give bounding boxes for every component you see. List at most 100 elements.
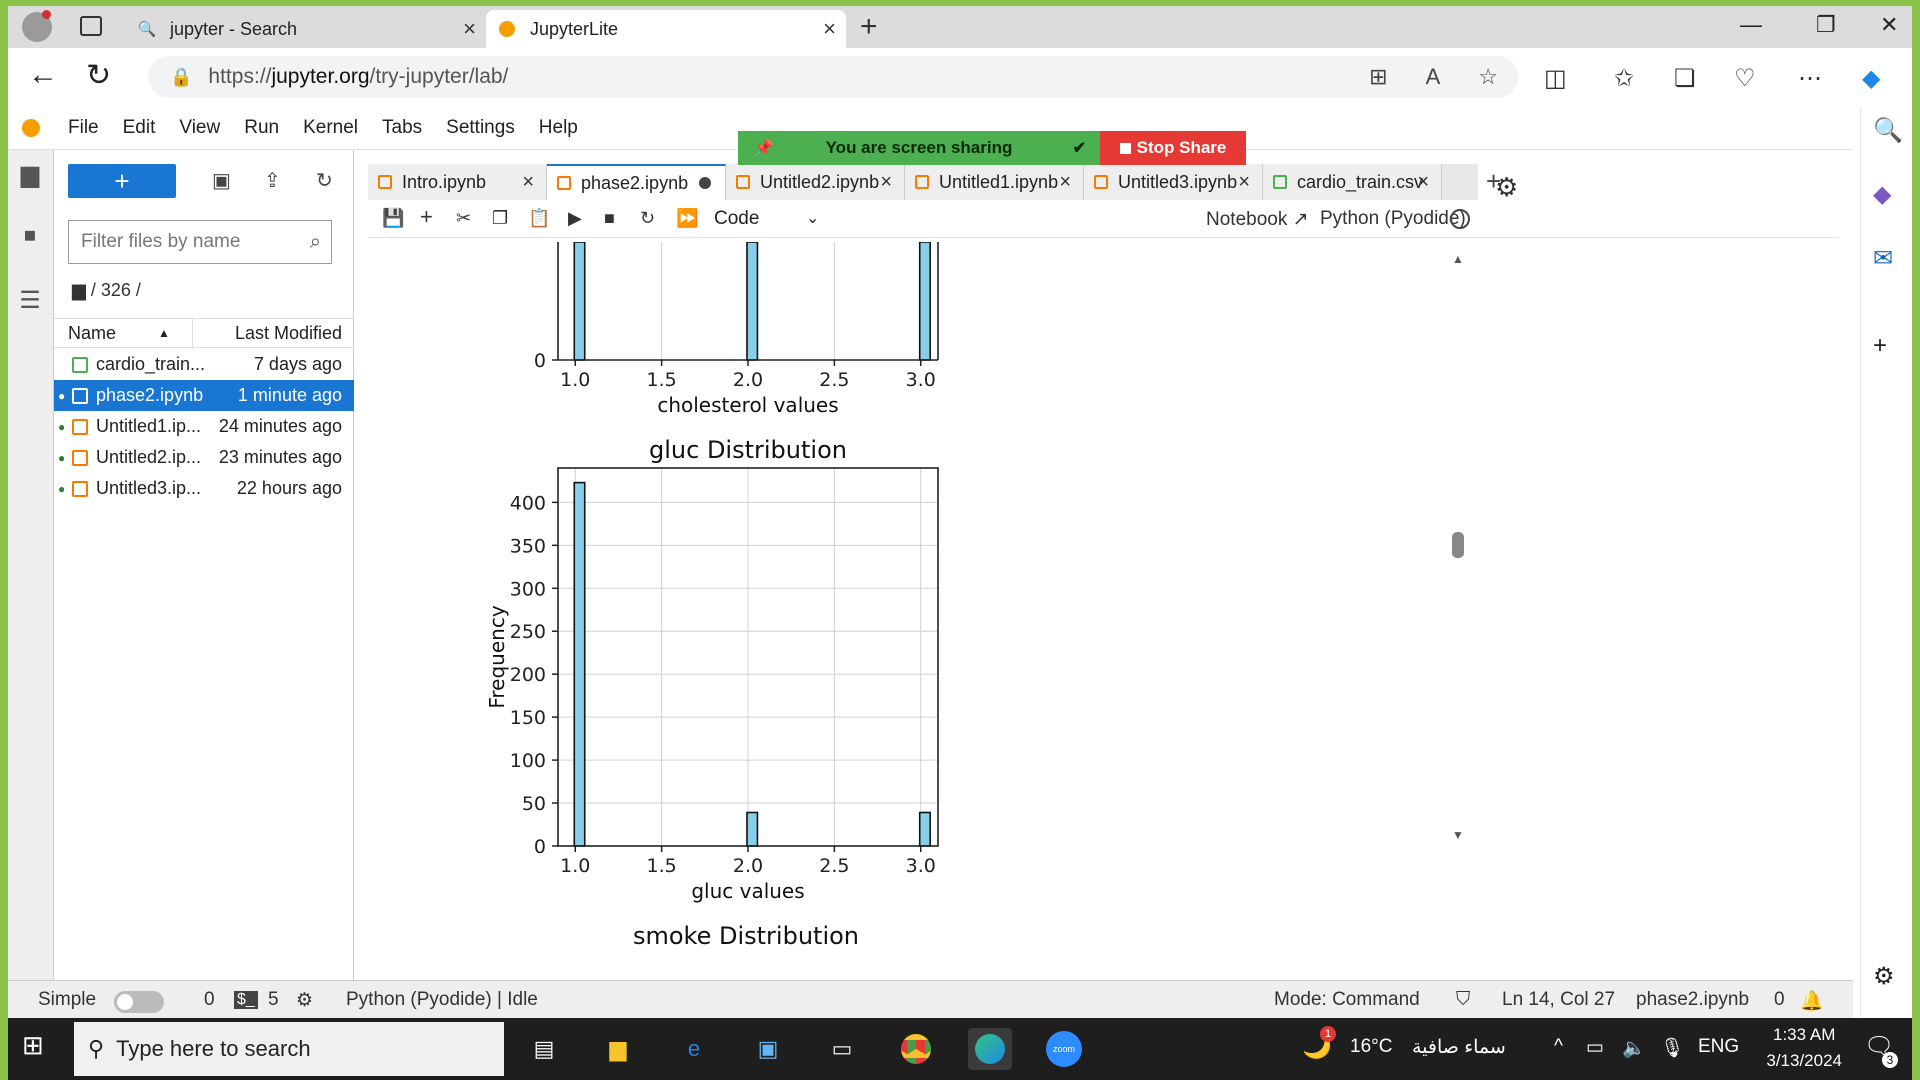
doc-tab[interactable]: Intro.ipynb × (368, 164, 547, 200)
doc-tab[interactable]: Untitled1.ipynb × (905, 164, 1084, 200)
close-icon[interactable]: × (522, 170, 534, 193)
close-icon[interactable]: × (880, 170, 892, 193)
outlook-icon[interactable]: ✉ (1873, 245, 1894, 272)
doc-tab[interactable]: cardio_train.csv × (1263, 164, 1442, 200)
menu-run[interactable]: Run (244, 116, 280, 138)
language-indicator[interactable]: ENG (1698, 1036, 1740, 1057)
favorite-star-icon[interactable]: ☆ (1478, 64, 1498, 89)
browser-essentials-icon[interactable]: ♡ (1734, 65, 1756, 92)
breadcrumb[interactable]: ▆ / 326 / (72, 280, 141, 300)
open-notebook-button[interactable]: Notebook ↗ (1206, 209, 1309, 230)
weather-description[interactable]: سماء صافية (1412, 1037, 1506, 1058)
close-tab-icon[interactable]: × (823, 16, 836, 41)
menu-view[interactable]: View (179, 116, 221, 138)
copy-icon[interactable]: ❐ (492, 208, 509, 228)
close-icon[interactable]: × (1417, 170, 1429, 193)
scroll-thumb[interactable] (1452, 532, 1464, 558)
column-last-modified[interactable]: Last Modified (234, 322, 342, 343)
doc-tab[interactable]: phase2.ipynb (547, 164, 726, 200)
file-explorer-icon[interactable]: ▆ (609, 1036, 627, 1061)
collections-icon[interactable]: ❏ (1674, 65, 1696, 92)
file-row[interactable]: ● Untitled3.ip... 22 hours ago (58, 478, 342, 498)
file-row[interactable]: ● Untitled1.ip... 24 minutes ago (58, 416, 342, 436)
taskbar-search-input[interactable]: ⚲ Type here to search (74, 1022, 504, 1076)
chevron-up-icon[interactable]: ^ (1554, 1036, 1563, 1057)
search-icon[interactable]: 🔍 (1873, 117, 1903, 144)
microphone-icon[interactable]: 🎙 (1660, 1038, 1685, 1059)
zoom-icon[interactable]: zoom (1042, 1028, 1086, 1070)
upload-icon[interactable]: ⇪ (264, 170, 281, 192)
edge-icon[interactable] (968, 1028, 1012, 1070)
split-screen-icon[interactable]: ◫ (1544, 65, 1567, 92)
cell-type-select[interactable]: Code ⌄ (714, 208, 820, 229)
stop-share-button[interactable]: Stop Share (1100, 131, 1246, 165)
stop-kernel-icon[interactable]: ■ (604, 208, 615, 228)
kernel-count[interactable]: 5 (268, 989, 279, 1010)
reload-icon[interactable]: ↻ (86, 59, 112, 92)
terminal-count[interactable]: 0 (204, 989, 215, 1010)
pin-icon[interactable]: 📌 (754, 140, 774, 157)
bell-icon[interactable]: 🔔 (1800, 991, 1824, 1012)
browser-tab-search[interactable]: 🔍 jupyter - Search × (126, 10, 486, 48)
weather-temperature[interactable]: 16°C (1350, 1036, 1393, 1057)
scroll-down-icon[interactable]: ▼ (1452, 828, 1464, 842)
volume-icon[interactable]: 🔈 (1622, 1038, 1646, 1059)
property-inspector-icon[interactable]: ⚙ (1495, 172, 1519, 202)
insert-cell-icon[interactable]: + (420, 204, 433, 229)
sidebar-settings-icon[interactable]: ⚙ (1873, 963, 1895, 990)
run-cell-icon[interactable]: ▶ (568, 208, 582, 228)
folder-icon[interactable]: ▆ (20, 160, 40, 188)
file-row[interactable]: ● Untitled2.ip... 23 minutes ago (58, 447, 342, 467)
chrome-icon[interactable] (894, 1028, 938, 1070)
shield-icon[interactable]: ⛉ (1456, 989, 1471, 1010)
kernel-name-button[interactable]: Python (Pyodide) (1320, 208, 1466, 229)
unsaved-dot-icon[interactable] (699, 177, 711, 189)
restart-run-all-icon[interactable]: ⏩ (676, 208, 699, 228)
running-kernels-icon[interactable]: ⏹ (24, 222, 36, 249)
task-view-icon[interactable]: ▤ (533, 1036, 555, 1061)
new-folder-icon[interactable]: ▣ (212, 170, 231, 192)
doc-tab[interactable]: Untitled2.ipynb × (726, 164, 905, 200)
copilot-icon[interactable]: ◆ (1862, 65, 1881, 92)
cut-icon[interactable]: ✂ (456, 208, 472, 228)
close-icon[interactable]: × (1059, 170, 1071, 193)
clock[interactable]: 1:33 AM 3/13/2024 (1766, 1025, 1842, 1070)
new-launcher-button[interactable]: + (68, 164, 176, 198)
cursor-position[interactable]: Ln 14, Col 27 (1502, 989, 1616, 1010)
restart-kernel-icon[interactable]: ↻ (640, 208, 656, 228)
close-icon[interactable]: × (1238, 170, 1250, 193)
file-row[interactable]: cardio_train... 7 days ago (54, 349, 354, 380)
kernel-status[interactable]: Python (Pyodide) | Idle (346, 989, 538, 1010)
more-menu-icon[interactable]: ⋯ (1798, 65, 1822, 92)
menu-kernel[interactable]: Kernel (303, 116, 358, 138)
column-name[interactable]: Name (68, 322, 117, 343)
menu-tabs[interactable]: Tabs (382, 116, 423, 138)
menu-edit[interactable]: Edit (122, 116, 156, 138)
internet-explorer-icon[interactable]: e (687, 1036, 701, 1061)
table-of-contents-icon[interactable]: ☰ (19, 286, 41, 314)
add-sidebar-app-icon[interactable]: + (1873, 332, 1888, 359)
refresh-icon[interactable]: ↻ (316, 170, 333, 192)
browser-tab-jupyterlite[interactable]: JupyterLite × (486, 10, 846, 48)
url-input[interactable]: 🔒 https://jupyter.org/try-jupyter/lab/ ⊞… (148, 56, 1518, 98)
read-aloud-icon[interactable]: A (1425, 64, 1441, 89)
close-tab-icon[interactable]: × (463, 16, 476, 41)
new-tab-button[interactable]: + (860, 10, 878, 43)
notebook-scrollbar[interactable]: ▲ ▼ (1452, 252, 1466, 842)
close-window-icon[interactable]: ✕ (1880, 12, 1899, 37)
remote-desktop-icon[interactable]: ▣ (757, 1036, 779, 1061)
windows-start-icon[interactable]: ⊞ (22, 1030, 44, 1060)
add-tab-icon[interactable]: + (1486, 166, 1502, 196)
menu-settings[interactable]: Settings (446, 116, 515, 138)
doc-tab[interactable]: Untitled3.ipynb × (1084, 164, 1263, 200)
file-row[interactable]: ● phase2.ipynb 1 minute ago (54, 380, 354, 411)
save-icon[interactable]: 💾 (382, 208, 405, 228)
app-window-icon[interactable]: ▭ (831, 1036, 853, 1061)
scroll-up-icon[interactable]: ▲ (1452, 252, 1464, 266)
copilot-sidebar-icon[interactable]: ◆ (1873, 181, 1892, 208)
filter-files-input[interactable]: Filter files by name ⌕ (68, 220, 332, 264)
app-available-icon[interactable]: ⊞ (1369, 64, 1388, 89)
tab-actions-icon[interactable] (80, 16, 102, 36)
paste-icon[interactable]: 📋 (528, 208, 551, 228)
restore-icon[interactable]: ❐ (1816, 12, 1836, 37)
